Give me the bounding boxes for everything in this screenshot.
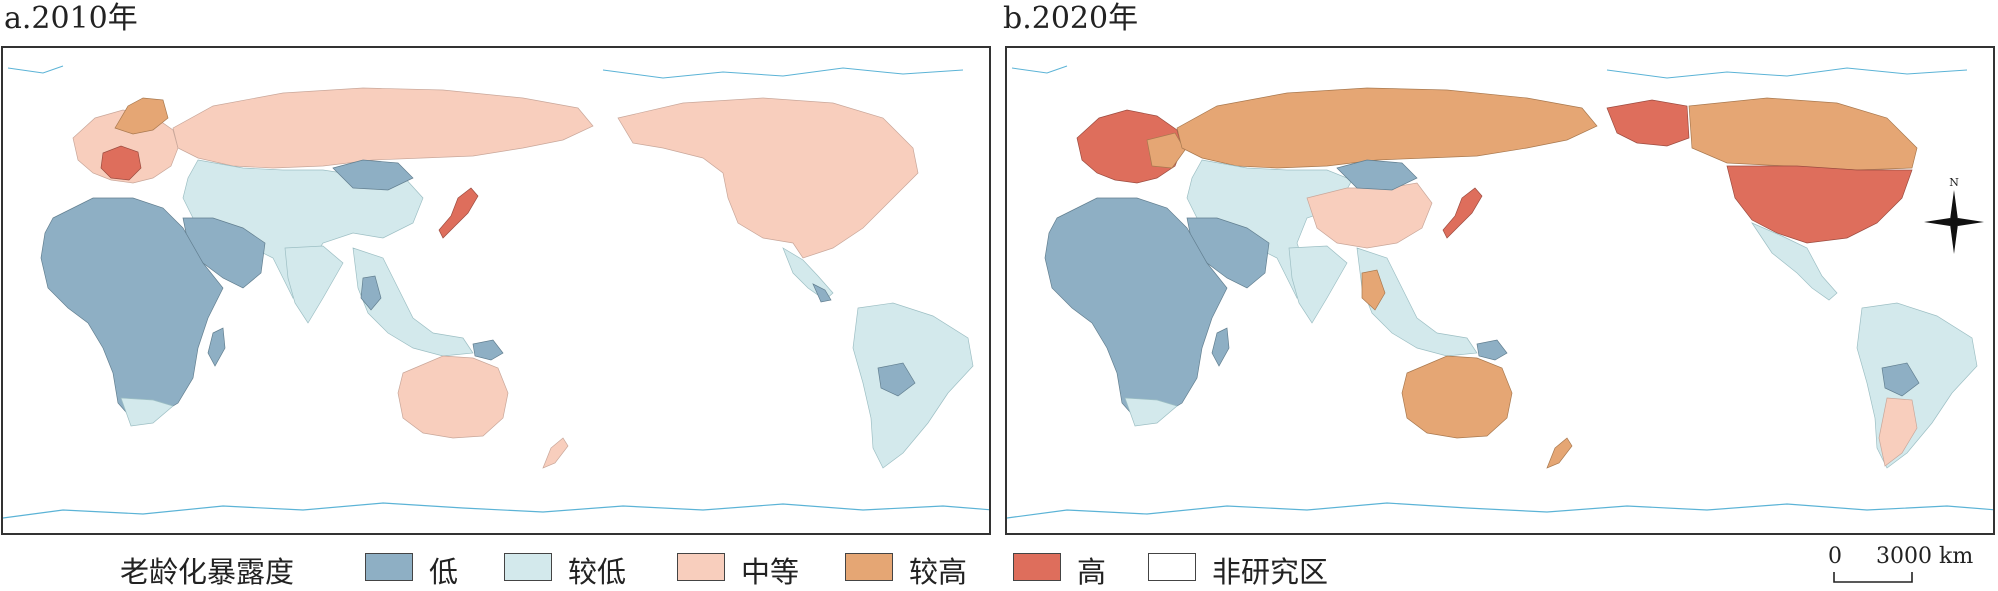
region-argentina	[1878, 397, 1918, 467]
region-india	[1288, 245, 1348, 324]
region-bolivia	[877, 362, 916, 397]
region-mexico	[1751, 222, 1838, 301]
scale-bar-line	[1833, 572, 1913, 583]
region-bolivia	[1881, 362, 1920, 397]
region-canada	[1688, 97, 1918, 171]
region-australia	[397, 355, 509, 439]
region-png	[1476, 339, 1508, 361]
north-label: N	[1949, 176, 1959, 189]
region-southeast-asia	[352, 247, 474, 357]
region-central-america-low	[812, 283, 832, 303]
region-russia	[1176, 87, 1598, 169]
legend-swatch-high	[1013, 553, 1061, 581]
map-2020-svg	[1007, 65, 1993, 519]
legend-swatch-medium	[677, 553, 725, 581]
north-arrow-icon: N	[1922, 176, 1986, 256]
legend-label-low: 低	[429, 555, 459, 589]
region-madagascar	[207, 327, 226, 367]
coastline-antarctica	[1007, 502, 1993, 519]
legend-label-high: 高	[1077, 555, 1107, 589]
map-2010-svg	[3, 65, 989, 519]
legend-swatch-low	[365, 553, 413, 581]
panel-b-title: b.2020年	[1003, 1, 1139, 36]
legend-swatch-lower	[504, 553, 552, 581]
region-central-europe	[100, 145, 142, 181]
region-southeast-asia	[1356, 247, 1478, 357]
region-thailand	[1361, 269, 1386, 311]
region-mongolia	[332, 159, 414, 191]
region-png	[472, 339, 504, 361]
region-madagascar	[1211, 327, 1230, 367]
coastline-arctic	[1011, 65, 1968, 79]
legend-label-higher: 较高	[909, 555, 968, 589]
scale-bar: 0 3000 km	[1816, 542, 1996, 590]
coastline-arctic	[7, 65, 964, 79]
region-eastern-europe	[1146, 132, 1186, 169]
legend-swatch-higher	[845, 553, 893, 581]
scale-start-label: 0	[1828, 544, 1842, 569]
scale-end-label: 3000 km	[1876, 544, 1974, 569]
region-japan	[1442, 187, 1483, 239]
region-india	[284, 245, 344, 324]
region-scandinavia	[114, 97, 169, 135]
map-2020	[1005, 46, 1995, 535]
region-mongolia	[1336, 159, 1418, 191]
region-alaska	[1606, 99, 1690, 147]
region-new-zealand	[1546, 437, 1573, 469]
region-south-america	[1856, 302, 1978, 469]
panel-a-title: a.2010年	[4, 1, 138, 36]
map-2010	[1, 46, 991, 535]
region-north-america	[617, 97, 919, 259]
legend-title: 老龄化暴露度	[120, 555, 295, 589]
region-russia	[172, 87, 594, 169]
region-south-africa	[120, 397, 174, 427]
region-australia	[1401, 355, 1513, 439]
region-indochina-low	[360, 275, 382, 311]
legend-label-lower: 较低	[568, 555, 627, 589]
region-new-zealand	[542, 437, 569, 469]
legend: 老龄化暴露度 低 较低 中等 较高 高 非研究区	[0, 545, 1998, 590]
coastline-antarctica	[3, 502, 989, 519]
legend-label-non-study: 非研究区	[1212, 555, 1329, 589]
legend-swatch-non-study	[1148, 553, 1196, 581]
legend-label-medium: 中等	[741, 555, 800, 589]
region-japan	[438, 187, 479, 239]
region-south-africa	[1124, 397, 1178, 427]
region-south-america	[852, 302, 974, 469]
region-usa	[1726, 165, 1913, 244]
